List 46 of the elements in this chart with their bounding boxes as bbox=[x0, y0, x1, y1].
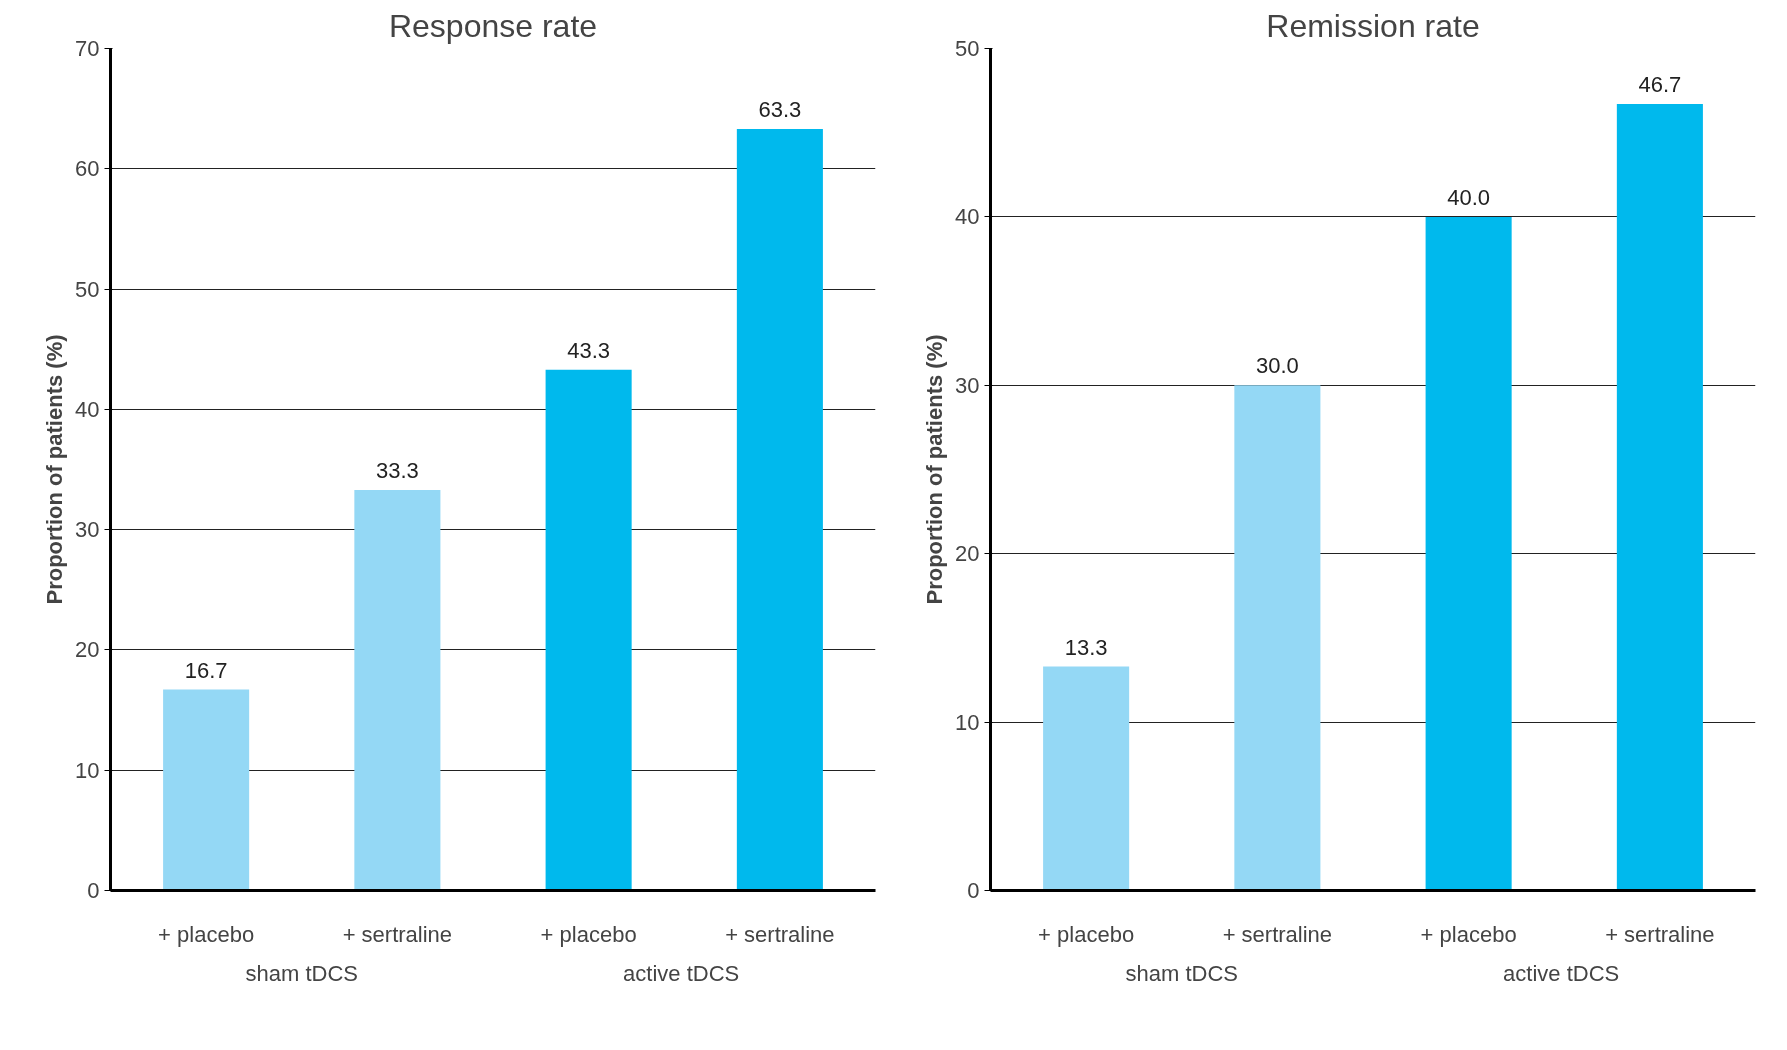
text: sham tDCS bbox=[1125, 960, 1238, 986]
data-label: 33.3 bbox=[375, 457, 419, 483]
data-label: 46.7 bbox=[1638, 72, 1682, 98]
y-tick-label: 50 bbox=[955, 36, 980, 61]
bar bbox=[736, 129, 823, 891]
bar bbox=[545, 369, 632, 891]
y-tick-label: 40 bbox=[75, 396, 100, 422]
data-label: 40.0 bbox=[1447, 184, 1491, 210]
y-tick-label: 0 bbox=[967, 878, 980, 903]
chart-title: Remission rate bbox=[1266, 7, 1480, 44]
y-axis-title: Proportion of patients (%) bbox=[922, 334, 948, 605]
bar bbox=[1234, 385, 1321, 891]
y-tick-label: 70 bbox=[75, 36, 100, 61]
bar bbox=[163, 689, 250, 891]
y-tick-label: 10 bbox=[75, 757, 100, 783]
y-tick-label: 30 bbox=[75, 517, 100, 543]
y-tick-label: 30 bbox=[955, 372, 980, 398]
y-tick-label: 20 bbox=[955, 541, 980, 567]
y-tick-label: 10 bbox=[955, 709, 980, 735]
y-tick-label: 60 bbox=[75, 156, 100, 182]
x-tick-label: + placebo bbox=[540, 921, 637, 947]
bar bbox=[1043, 666, 1130, 891]
text: active tDCS bbox=[623, 960, 740, 986]
x-tick-label: + sertraline bbox=[1605, 921, 1715, 947]
bar bbox=[1616, 104, 1703, 891]
bar bbox=[1425, 216, 1512, 891]
y-tick-label: 0 bbox=[87, 878, 100, 903]
text: sham tDCS bbox=[245, 960, 358, 986]
data-label: 13.3 bbox=[1064, 634, 1108, 660]
x-tick-label: + placebo bbox=[1420, 921, 1517, 947]
text: active tDCS bbox=[1503, 960, 1620, 986]
y-tick-label: 20 bbox=[75, 637, 100, 663]
data-label: 30.0 bbox=[1255, 353, 1299, 379]
y-tick-label: 50 bbox=[75, 276, 100, 302]
x-tick-label: + placebo bbox=[158, 921, 255, 947]
x-tick-label: + placebo bbox=[1038, 921, 1135, 947]
data-label: 63.3 bbox=[758, 97, 802, 123]
x-tick-label: + sertraline bbox=[1222, 921, 1333, 947]
x-tick-label: + sertraline bbox=[725, 921, 835, 947]
bar bbox=[354, 489, 441, 891]
data-label: 43.3 bbox=[567, 337, 611, 363]
x-tick-label: + sertraline bbox=[342, 921, 453, 947]
y-axis-title: Proportion of patients (%) bbox=[42, 334, 68, 605]
data-label: 16.7 bbox=[184, 657, 228, 683]
y-tick-label: 40 bbox=[955, 204, 980, 230]
chart-title: Response rate bbox=[388, 7, 598, 44]
